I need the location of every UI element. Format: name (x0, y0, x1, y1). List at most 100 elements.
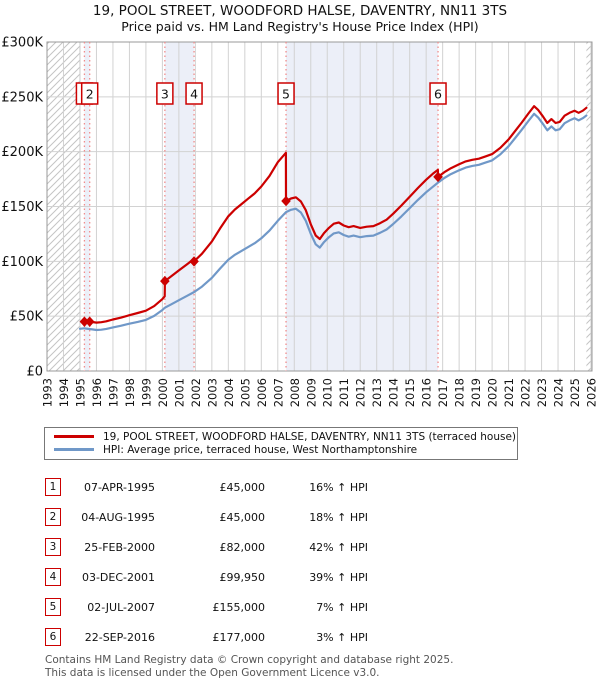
footer-line-2: This data is licensed under the Open Gov… (45, 667, 380, 679)
x-axis-tick-label: 1997 (106, 378, 120, 407)
table-row: 1 07-APR-1995 £45,000 16% ↑ HPI (45, 472, 600, 502)
sale-date: 04-AUG-1995 (81, 510, 155, 524)
sale-number-label: 3 (161, 87, 169, 102)
page-title: 19, POOL STREET, WOODFORD HALSE, DAVENTR… (92, 3, 508, 19)
sale-number-badge: 6 (45, 628, 61, 646)
header: 19, POOL STREET, WOODFORD HALSE, DAVENTR… (0, 0, 600, 35)
sale-marker-diamond (281, 195, 291, 207)
x-axis-tick-label: 1999 (139, 378, 153, 407)
sale-date: 03-DEC-2001 (81, 570, 155, 584)
sale-number-badge: 3 (45, 538, 61, 556)
y-axis-tick-label: £50K (10, 310, 44, 325)
table-row: 2 04-AUG-1995 £45,000 18% ↑ HPI (45, 502, 600, 532)
x-axis-tick-label: 2015 (403, 378, 417, 407)
x-axis-tick-label: 2000 (156, 378, 170, 407)
sale-date: 22-SEP-2016 (84, 630, 155, 644)
legend-line-swatch (54, 448, 94, 451)
x-axis-tick-label: 2003 (205, 378, 219, 407)
legend-item: 19, POOL STREET, WOODFORD HALSE, DAVENTR… (45, 430, 517, 443)
sale-marker-diamond (433, 171, 443, 183)
y-axis-tick-label: £250K (1, 90, 43, 105)
x-axis-tick-label: 2009 (304, 378, 318, 407)
sale-hpi-delta: 39% ↑ HPI (309, 570, 368, 584)
sale-date: 02-JUL-2007 (87, 600, 155, 614)
sale-number-box (156, 82, 174, 105)
plot-border (46, 41, 593, 372)
x-axis-tick-label: 2002 (189, 378, 203, 407)
x-axis-tick-label: 1994 (57, 378, 71, 407)
x-axis-tick-label: 2025 (568, 378, 582, 407)
y-axis-tick-label: £300K (1, 36, 43, 51)
x-axis-tick-label: 2020 (486, 378, 500, 407)
sale-number-label: 2 (86, 87, 94, 102)
x-axis-tick-label: 1995 (73, 378, 87, 407)
y-axis-tick-label: £100K (1, 255, 43, 270)
sale-number-badge: 2 (45, 508, 61, 526)
sale-number-badge: 5 (45, 598, 61, 616)
sale-date: 07-APR-1995 (83, 480, 155, 494)
sale-hpi-delta: 3% ↑ HPI (316, 630, 368, 644)
sale-number-label: 6 (434, 87, 442, 102)
x-axis-tick-label: 2023 (535, 378, 549, 407)
x-axis-tick-label: 2019 (469, 378, 483, 407)
table-row: 3 25-FEB-2000 £82,000 42% ↑ HPI (45, 532, 600, 562)
price-paid-line (83, 105, 588, 324)
sale-price: £45,000 (219, 510, 266, 524)
sale-number-box (185, 82, 203, 105)
x-axis-tick-label: 2018 (453, 378, 467, 407)
sale-price: £155,000 (212, 600, 266, 614)
x-axis-tick-label: 2022 (519, 378, 533, 407)
sale-number-badge: 1 (45, 478, 61, 496)
x-axis-tick-label: 2013 (370, 378, 384, 407)
sale-hpi-delta: 16% ↑ HPI (309, 480, 368, 494)
table-row: 5 02-JUL-2007 £155,000 7% ↑ HPI (45, 592, 600, 622)
x-axis-tick-label: 2005 (238, 378, 252, 407)
x-axis-tick-label: 2007 (271, 378, 285, 407)
sale-marker-diamond (79, 316, 90, 327)
sale-marker-diamond (189, 256, 199, 267)
x-axis-tick-label: 1998 (123, 378, 137, 407)
x-axis-tick-label: 1993 (41, 378, 55, 407)
sale-hpi-delta: 42% ↑ HPI (309, 540, 368, 554)
y-axis-tick-label: £150K (1, 200, 43, 215)
sales-table: 1 07-APR-1995 £45,000 16% ↑ HPI 2 04-AUG-1995… (45, 472, 600, 652)
x-axis-tick-label: 2008 (288, 378, 302, 407)
sale-price: £82,000 (219, 540, 266, 554)
page-subtitle: Price paid vs. HM Land Registry's House … (121, 19, 479, 34)
sale-number-box (80, 82, 99, 105)
x-axis-tick-label: 2011 (337, 378, 351, 407)
hpi-line (78, 112, 588, 332)
x-axis-tick-label: 2014 (387, 378, 401, 407)
legend: 19, POOL STREET, WOODFORD HALSE, DAVENTR… (44, 427, 518, 460)
price-chart: 123456£0£50K£100K£150K£200K£250K£300K199… (1, 36, 599, 408)
x-axis-tick-label: 2012 (354, 378, 368, 407)
y-axis-tick-label: £200K (1, 145, 43, 160)
table-row: 6 22-SEP-2016 £177,000 3% ↑ HPI (45, 622, 600, 652)
footer: Contains HM Land Registry data © Crown c… (45, 654, 600, 680)
x-axis-tick-label: 2010 (321, 378, 335, 407)
sale-number-label: 5 (282, 87, 290, 102)
footer-line-1: Contains HM Land Registry data © Crown c… (45, 654, 454, 666)
sale-date: 25-FEB-2000 (84, 540, 155, 554)
legend-label: HPI: Average price, terraced house, West… (103, 443, 418, 456)
sale-number-label: 4 (190, 87, 198, 102)
sale-number-box (277, 82, 295, 105)
x-axis-tick-label: 2016 (420, 378, 434, 407)
sale-number-box (429, 82, 447, 105)
x-axis-tick-label: 2017 (436, 378, 450, 407)
table-row: 4 03-DEC-2001 £99,950 39% ↑ HPI (45, 562, 600, 592)
sale-number-badge: 4 (45, 568, 61, 586)
x-axis-tick-label: 2006 (255, 378, 269, 407)
sale-price: £45,000 (219, 480, 266, 494)
legend-line-swatch (54, 435, 94, 438)
x-axis-tick-label: 2001 (172, 378, 186, 407)
sale-marker-diamond (84, 316, 95, 327)
x-axis-tick-label: 2024 (552, 378, 566, 407)
sale-hpi-delta: 18% ↑ HPI (309, 510, 368, 524)
x-axis-tick-label: 2021 (502, 378, 516, 407)
sale-hpi-delta: 7% ↑ HPI (316, 600, 368, 614)
x-axis-tick-label: 2026 (585, 378, 599, 407)
legend-item: HPI: Average price, terraced house, West… (45, 443, 517, 456)
sale-price: £177,000 (212, 630, 266, 644)
legend-label: 19, POOL STREET, WOODFORD HALSE, DAVENTR… (103, 430, 517, 443)
